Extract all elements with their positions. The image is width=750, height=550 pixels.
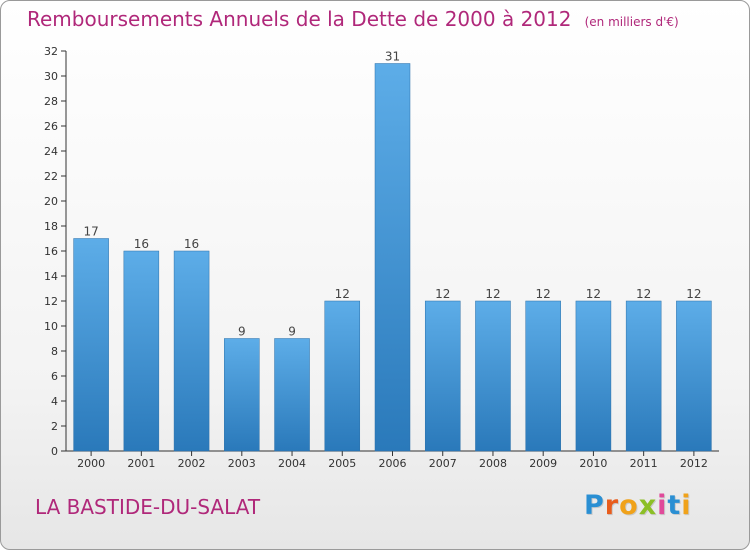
bars	[73, 63, 712, 452]
value-label-2003: 9	[238, 325, 246, 339]
x-tick-label-2010: 2010	[579, 457, 607, 470]
chart-title: Remboursements Annuels de la Dette de 20…	[27, 7, 572, 31]
value-label-2005: 12	[335, 287, 350, 301]
y-tick-label: 32	[44, 45, 58, 58]
value-label-2001: 16	[134, 237, 149, 251]
proxiti-logo: Proxiti	[584, 490, 692, 521]
bar-2003	[224, 338, 260, 452]
value-label-2011: 12	[636, 287, 651, 301]
x-tick-label-2007: 2007	[429, 457, 457, 470]
bar-2000	[73, 238, 109, 452]
bar-2010	[575, 300, 612, 452]
x-tick-label-2005: 2005	[328, 457, 356, 470]
y-tick-label: 16	[44, 245, 58, 258]
value-label-2008: 12	[485, 287, 500, 301]
y-tick-label: 18	[44, 220, 58, 233]
commune-name: LA BASTIDE-DU-SALAT	[35, 495, 261, 519]
logo-letter: r	[604, 490, 620, 521]
value-label-2000: 17	[83, 225, 98, 239]
value-label-2010: 12	[586, 287, 601, 301]
y-tick-label: 0	[51, 445, 58, 458]
y-tick-label: 4	[51, 395, 58, 408]
x-tick-label-2002: 2002	[178, 457, 206, 470]
bar-2006	[374, 63, 411, 452]
y-tick-label: 12	[44, 295, 58, 308]
title-row: Remboursements Annuels de la Dette de 20…	[27, 7, 679, 31]
y-tick-label: 2	[51, 420, 58, 433]
y-tick-label: 8	[51, 345, 58, 358]
bar-2011	[625, 300, 662, 452]
bar-2005	[324, 300, 361, 452]
bar-2009	[525, 300, 561, 452]
y-tick-label: 20	[44, 195, 58, 208]
x-tick-label-2006: 2006	[379, 457, 407, 470]
x-tick-label-2004: 2004	[278, 457, 306, 470]
x-tick-label-2008: 2008	[479, 457, 507, 470]
bar-2001	[123, 250, 160, 452]
logo-letter: i	[657, 490, 668, 521]
logo-letter: o	[619, 490, 639, 521]
bar-2012	[676, 300, 712, 452]
x-tick-label-2012: 2012	[680, 457, 708, 470]
y-tick-label: 22	[44, 170, 58, 183]
value-label-2006: 31	[385, 50, 400, 64]
logo-letter: x	[638, 490, 658, 521]
bar-2002	[173, 250, 210, 452]
logo-letter: t	[667, 490, 682, 521]
y-tick-label: 26	[44, 120, 58, 133]
value-label-2004: 9	[288, 325, 296, 339]
bar-2007	[424, 300, 461, 452]
value-label-2007: 12	[435, 287, 450, 301]
x-tick-label-2011: 2011	[630, 457, 658, 470]
y-tick-label: 14	[44, 270, 58, 283]
x-tick-label-2009: 2009	[529, 457, 557, 470]
y-tick-label: 30	[44, 70, 58, 83]
value-label-2012: 12	[686, 287, 701, 301]
bar-2008	[475, 300, 511, 452]
x-tick-label-2003: 2003	[228, 457, 256, 470]
logo-letter: i	[681, 490, 692, 521]
y-tick-label: 6	[51, 370, 58, 383]
chart-units: (en milliers d'€)	[584, 15, 679, 29]
bar-2004	[274, 338, 310, 452]
logo-letter: P	[584, 490, 605, 521]
y-tick-label: 28	[44, 95, 58, 108]
value-label-2009: 12	[536, 287, 551, 301]
x-tick-label-2001: 2001	[127, 457, 155, 470]
y-tick-label: 10	[44, 320, 58, 333]
value-labels: 17 16 16 9 9 12 31 12 12 12 12 12 12	[83, 50, 701, 339]
y-tick-label: 24	[44, 145, 58, 158]
value-label-2002: 16	[184, 237, 199, 251]
x-tick-label-2000: 2000	[77, 457, 105, 470]
